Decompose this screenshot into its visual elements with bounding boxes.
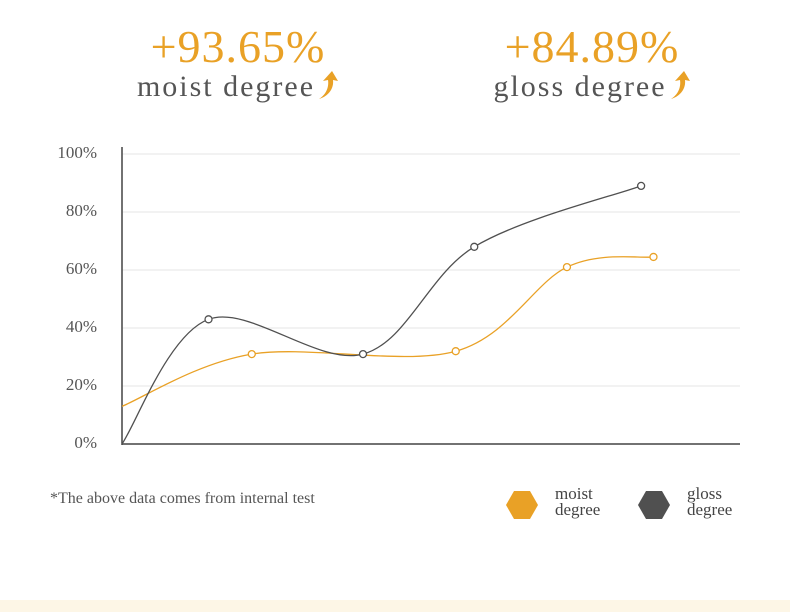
point bbox=[649, 252, 658, 262]
point bbox=[562, 262, 572, 272]
stat-label-text: gloss degree bbox=[493, 70, 667, 103]
y-tick-label: 0% bbox=[74, 433, 97, 452]
legend-swatch bbox=[638, 491, 670, 519]
stat-label: gloss degree bbox=[442, 70, 742, 104]
stat: +93.65% moist degree bbox=[88, 24, 388, 104]
footnote: *The above data comes from internal test bbox=[50, 490, 315, 507]
legend-swatch bbox=[506, 491, 538, 519]
bottom-strip bbox=[0, 600, 790, 612]
series-line bbox=[121, 185, 642, 445]
point bbox=[358, 349, 368, 359]
point bbox=[451, 347, 460, 356]
stat-label: moist degree bbox=[88, 70, 388, 104]
y-tick-label: 40% bbox=[66, 317, 97, 336]
legend-label: moist degree bbox=[555, 484, 601, 519]
stat-value: +84.89% bbox=[504, 21, 680, 72]
y-tick-label: 100% bbox=[57, 143, 97, 162]
stat-label-text: moist degree bbox=[136, 70, 316, 103]
y-tick-label: 80% bbox=[66, 201, 97, 220]
stat: +84.89% gloss degree bbox=[442, 24, 742, 104]
point bbox=[470, 242, 479, 251]
series-line bbox=[121, 256, 654, 407]
point bbox=[204, 315, 213, 324]
up-arrow bbox=[319, 71, 339, 99]
stat-value: +93.65% bbox=[150, 21, 326, 72]
point bbox=[636, 181, 646, 191]
y-tick-label: 20% bbox=[66, 375, 97, 394]
legend-label: gloss degree bbox=[687, 484, 733, 519]
point bbox=[247, 349, 256, 359]
y-tick-label: 60% bbox=[66, 259, 97, 278]
up-arrow bbox=[670, 71, 690, 99]
